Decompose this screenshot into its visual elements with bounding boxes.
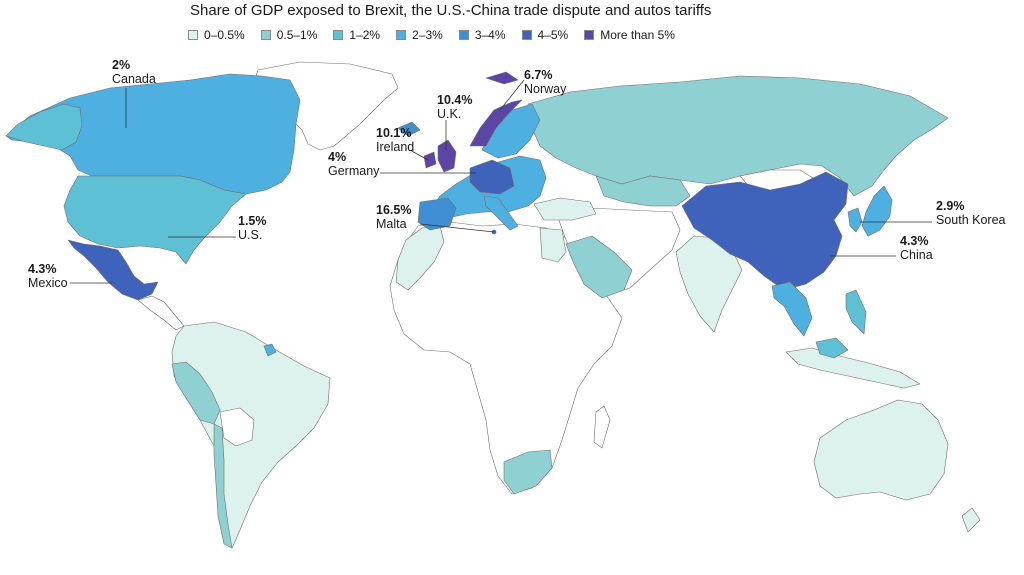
annotation-uk: 10.4% U.K. — [437, 93, 472, 121]
turkey-region — [533, 197, 597, 221]
leader-line — [409, 149, 429, 161]
annotation-value: 10.1% — [376, 126, 412, 140]
leader-line — [499, 79, 525, 111]
southeast-asia-region — [771, 281, 813, 337]
legend-item: More than 5% — [584, 28, 675, 42]
central-america-region — [137, 295, 185, 331]
indonesia-region — [785, 347, 921, 389]
philippines-region — [845, 289, 867, 335]
uk-region — [437, 139, 457, 173]
annotation-canada: 2% Canada — [112, 58, 156, 86]
annotation-country: U.K. — [437, 107, 462, 121]
peru-region — [171, 361, 221, 425]
annotation-country: Norway — [524, 82, 567, 96]
new-zealand-region — [961, 507, 981, 533]
annotation-value: 6.7% — [524, 68, 553, 82]
annotation-country: South Korea — [936, 213, 1006, 227]
annotation-country: Canada — [112, 72, 156, 86]
madagascar-region — [593, 405, 611, 449]
russia-region — [527, 75, 949, 197]
annotation-norway: 6.7% Norway — [524, 68, 566, 96]
legend: 0–0.5% 0.5–1% 1–2% 2–3% 3–4% 4–5% More t… — [188, 28, 691, 42]
annotation-value: 1.5% — [238, 214, 267, 228]
legend-swatch — [260, 30, 271, 40]
usa-region — [63, 175, 247, 265]
legend-item: 4–5% — [521, 28, 569, 42]
legend-item: 0–0.5% — [188, 28, 245, 42]
legend-swatch — [584, 30, 595, 40]
map-title: Share of GDP exposed to Brexit, the U.S.… — [190, 2, 712, 19]
annotation-germany: 4% Germany — [328, 150, 379, 178]
central-asia-region — [595, 175, 691, 207]
annotation-value: 2.9% — [936, 199, 965, 213]
legend-label: 4–5% — [537, 28, 569, 42]
japan-region — [861, 185, 893, 237]
annotation-country: Ireland — [376, 140, 415, 154]
svalbard-region — [485, 71, 519, 85]
norway-region — [469, 99, 523, 147]
guiana-region — [263, 343, 277, 357]
annotation-usa: 1.5% U.S. — [238, 214, 267, 242]
annotation-country: China — [900, 248, 933, 262]
annotation-country: Malta — [376, 217, 407, 231]
annotation-mexico: 4.3% Mexico — [28, 262, 68, 290]
chile-region — [213, 423, 233, 549]
egypt-region — [539, 227, 567, 263]
annotation-value: 4.3% — [900, 234, 929, 248]
legend-label: 2–3% — [412, 28, 443, 42]
annotation-value: 2% — [112, 58, 131, 72]
legend-swatch — [333, 30, 344, 40]
legend-swatch — [396, 30, 407, 40]
legend-label: 0–0.5% — [204, 28, 245, 42]
australia-region — [813, 399, 949, 501]
leader-line — [419, 223, 495, 233]
annotation-china: 4.3% China — [900, 234, 933, 262]
ireland-region — [423, 151, 437, 169]
legend-swatch — [188, 30, 198, 40]
legend-item: 0.5–1% — [260, 28, 318, 42]
canada-region — [5, 73, 301, 195]
legend-label: 0.5–1% — [276, 28, 318, 42]
annotation-value: 10.4% — [437, 93, 473, 107]
annotation-country: Mexico — [28, 276, 68, 290]
iceland-region — [397, 121, 421, 137]
germany-region — [469, 159, 515, 195]
legend-item: 2–3% — [396, 28, 443, 42]
italy-region — [483, 195, 519, 231]
legend-item: 3–4% — [458, 28, 506, 42]
annotation-value: 16.5% — [376, 203, 412, 217]
annotation-south-korea: 2.9% South Korea — [936, 199, 1006, 227]
legend-swatch — [521, 30, 532, 40]
malaysia-region — [815, 337, 849, 359]
mexico-region — [67, 239, 159, 301]
saudi-region — [565, 235, 633, 299]
annotation-malta: 16.5% Malta — [376, 203, 411, 231]
alaska-region — [5, 103, 83, 151]
legend-label: More than 5% — [600, 28, 675, 42]
annotation-country: Germany — [328, 164, 380, 178]
south-africa-region — [503, 449, 553, 495]
iberia-region — [417, 197, 457, 231]
legend-swatch — [458, 30, 469, 40]
legend-label: 1–2% — [349, 28, 381, 42]
legend-item: 1–2% — [333, 28, 380, 42]
annotation-country: U.S. — [238, 228, 263, 242]
china-region — [681, 171, 849, 291]
legend-label: 3–4% — [474, 28, 506, 42]
annotation-value: 4.3% — [28, 262, 57, 276]
annotation-value: 4% — [328, 150, 347, 164]
bolivia-region — [219, 407, 255, 447]
korea-region — [847, 207, 863, 233]
annotation-ireland: 10.1% Ireland — [376, 126, 414, 154]
